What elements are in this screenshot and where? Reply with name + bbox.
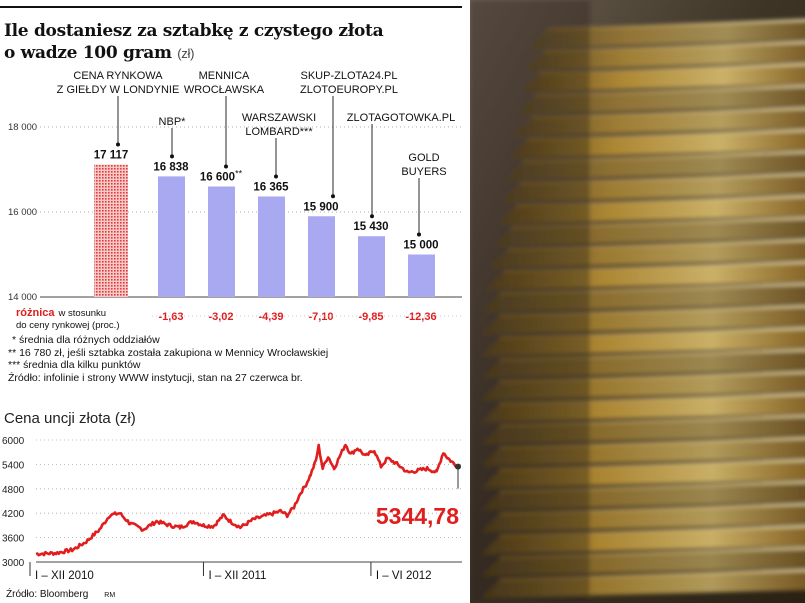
line-xtick-label: I – VI 2012 — [376, 570, 432, 582]
gold-bar-edge — [547, 19, 805, 32]
chart-title: Ile dostaniesz za sztabkę z czystego zło… — [4, 20, 464, 65]
gold-bar-shape — [522, 64, 805, 92]
infographic-panel: Ile dostaniesz za sztabkę z czystego zło… — [0, 6, 464, 600]
bar-category-label: SKUP-ZLOTA24.PL — [301, 70, 398, 82]
bar-diff-label: -7,10 — [308, 311, 333, 323]
bar-leader-dot — [331, 194, 335, 199]
gold-bar-shape — [526, 42, 805, 70]
line-xtick-label: I – XII 2011 — [208, 570, 266, 582]
bar-3 — [258, 196, 285, 297]
bar-category-label: WROCŁAWSKA — [184, 84, 265, 96]
bar-value-label: 15 900 — [303, 201, 338, 213]
bar-leader-dot — [224, 164, 228, 169]
bar-value-label: 16 365 — [253, 181, 289, 193]
bar-category-label: LOMBARD*** — [245, 126, 313, 138]
bar-category-label: WARSZAWSKI — [242, 112, 316, 124]
bar-ytick-label: 18 000 — [8, 122, 37, 133]
bar-6 — [408, 254, 435, 297]
bar-4 — [308, 216, 335, 297]
gold-bars-illustration — [470, 0, 805, 603]
footnote-2: ** 16 780 zł, jeśli sztabka została zaku… — [8, 346, 329, 359]
title-unit: (zł) — [177, 46, 195, 61]
title-line-2: o wadze 100 gram (zł) — [4, 42, 464, 65]
bar-leader-dot — [170, 154, 174, 159]
line-ytick-label: 4800 — [2, 485, 25, 496]
source-2: Źródło: Bloomberg RM — [6, 589, 115, 600]
footnotes: * średnia dla różnych oddziałów ** 16 78… — [8, 334, 328, 384]
bar-value-suffix: ** — [235, 169, 243, 179]
diff-caption-1: różnica w stosunku — [16, 307, 106, 319]
line-ytick-label: 4200 — [2, 509, 25, 520]
diff-caption-bold: różnica — [16, 307, 55, 319]
photo-shade — [470, 0, 590, 603]
diff-caption-2: do ceny rynkowej (proc.) — [16, 320, 119, 331]
bar-diff-label: -4,39 — [258, 311, 283, 323]
bar-diff-label: -1,63 — [158, 311, 183, 323]
bar-category-label: ZLOTOEUROPY.PL — [300, 84, 398, 96]
bar-leader-dot — [417, 232, 421, 237]
source-1: Źródło: infolinie i strony WWW instytucj… — [8, 371, 303, 384]
bar-value-label: 17 117 — [94, 150, 129, 162]
bar-category-label: Z GIEŁDY W LONDYNIE — [57, 84, 180, 96]
bar-2 — [208, 186, 235, 297]
bar-category-label: GOLD — [408, 152, 439, 164]
bar-diff-label: -3,02 — [208, 311, 233, 323]
bar-value-label: 16 600** — [200, 169, 243, 184]
line-xtick-label: I – XII 2010 — [35, 570, 94, 582]
line-chart-title: Cena uncji złota (zł) — [4, 410, 136, 427]
bar-category-label: MENNICA — [199, 70, 250, 82]
title-line-1: Ile dostaniesz za sztabkę z czystego zło… — [4, 21, 384, 41]
bar-1 — [158, 176, 185, 297]
gold-bars-photo — [470, 0, 805, 603]
bar-category-label: BUYERS — [401, 166, 446, 178]
bar-chart: 14 000 16 000 18 000 17 117 CENA RYNKOWA Z GI… — [8, 70, 462, 331]
footnote-3: *** średnia dla kilku punktów — [8, 359, 141, 371]
gold-price-line — [35, 443, 459, 557]
bar-5 — [358, 236, 385, 297]
bar-diff-label: -9,85 — [358, 311, 383, 323]
line-ytick-label: 3600 — [2, 534, 25, 545]
footnote-1: * średnia dla różnych oddziałów — [12, 334, 160, 346]
author-initials: RM — [104, 592, 116, 599]
bar-0 — [94, 164, 128, 297]
last-point-marker — [455, 463, 461, 470]
bar-leader-dot — [370, 214, 374, 219]
last-value-label: 5344,78 — [376, 503, 459, 529]
diff-caption-rest: w stosunku — [58, 308, 107, 319]
gold-bar-shape — [530, 20, 805, 48]
source-2-text: Źródło: Bloomberg — [6, 589, 89, 600]
bar-value-label: 15 430 — [353, 221, 388, 233]
bar-leader-dot — [116, 142, 120, 147]
line-ytick-label: 6000 — [2, 436, 25, 447]
bar-ytick-label: 14 000 — [8, 292, 37, 303]
line-chart: 3000 3600 4200 4800 5400 6000 I – XII 2010 I – … — [2, 436, 462, 582]
bar-category-label: ZLOTAGOTOWKA.PL — [347, 112, 455, 124]
top-rule — [0, 6, 462, 8]
bar-value-label: 16 838 — [153, 161, 189, 173]
bar-diff-label: -12,36 — [405, 311, 436, 323]
line-ytick-label: 5400 — [2, 460, 25, 471]
bar-value-label: 15 000 — [403, 240, 438, 252]
title-line-2-text: o wadze 100 gram — [4, 43, 172, 63]
bar-leader-dot — [274, 174, 278, 179]
bar-category-label: CENA RYNKOWA — [73, 70, 163, 82]
bar-ytick-label: 16 000 — [8, 207, 37, 218]
bar-category-label: NBP* — [159, 116, 187, 128]
line-ytick-label: 3000 — [2, 558, 25, 569]
